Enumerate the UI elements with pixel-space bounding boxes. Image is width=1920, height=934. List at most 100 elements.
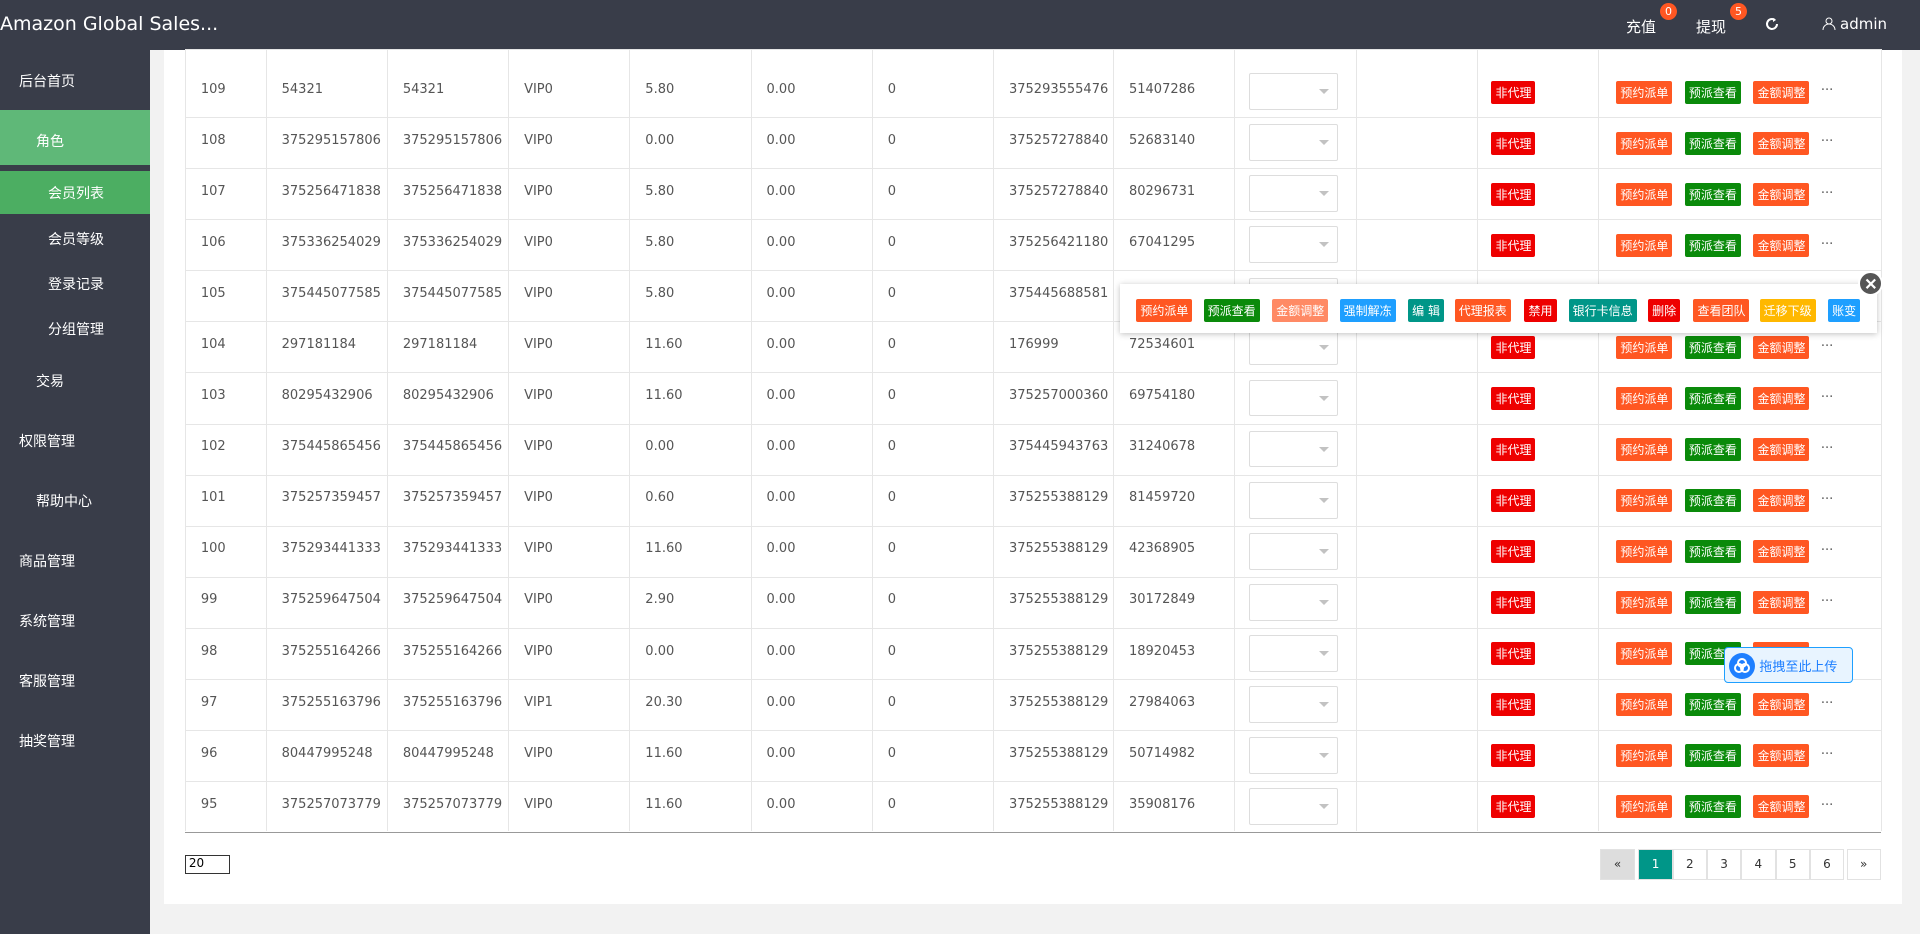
action-button[interactable]: 预约派单: [1616, 693, 1673, 717]
upload-widget[interactable]: 拖拽至此上传: [1724, 646, 1853, 684]
more[interactable]: ...: [1820, 385, 1834, 401]
menu-item[interactable]: 后台首页: [19, 73, 75, 90]
action-button[interactable]: 预派查看: [1684, 387, 1741, 410]
menu-item[interactable]: 角色: [36, 133, 64, 150]
action-button[interactable]: 预约派单: [1616, 489, 1673, 513]
menu-item[interactable]: 抽奖管理: [19, 733, 75, 750]
action-button[interactable]: 金额调整: [1753, 744, 1810, 768]
more[interactable]: ...: [1820, 590, 1834, 606]
action-button[interactable]: 预约派单: [1616, 642, 1673, 666]
action-button[interactable]: 预派查看: [1684, 540, 1741, 564]
more[interactable]: ...: [1820, 232, 1834, 248]
action-button[interactable]: 金额调整: [1753, 387, 1810, 410]
popup-button[interactable]: 迁移下级: [1759, 298, 1816, 322]
page-link[interactable]: 6: [1809, 848, 1845, 881]
page-link[interactable]: 4: [1741, 848, 1776, 881]
action-button[interactable]: 预派查看: [1684, 80, 1741, 104]
action-button[interactable]: 预派查看: [1684, 182, 1741, 206]
table-cell: 96: [200, 745, 218, 761]
table-cell: 80296731: [1128, 183, 1196, 199]
action-button[interactable]: 预派查看: [1684, 131, 1741, 155]
more[interactable]: ...: [1820, 181, 1834, 197]
page-link[interactable]: »: [1846, 848, 1881, 881]
action-button[interactable]: 金额调整: [1753, 233, 1810, 257]
more[interactable]: ...: [1820, 538, 1834, 554]
menu-item[interactable]: 系统管理: [19, 613, 75, 630]
more[interactable]: ...: [1820, 794, 1834, 810]
action-button[interactable]: 预派查看: [1684, 693, 1741, 717]
popup-button[interactable]: 编 辑: [1408, 298, 1444, 322]
page-link[interactable]: «: [1600, 848, 1635, 881]
popup-button[interactable]: 查看团队: [1693, 298, 1750, 322]
refresh-icon[interactable]: [1764, 16, 1780, 32]
action-button[interactable]: 金额调整: [1753, 182, 1810, 206]
recharge[interactable]: 充值: [1626, 18, 1657, 36]
menu-item[interactable]: 客服管理: [19, 673, 75, 690]
popup-button[interactable]: 代理报表: [1454, 298, 1511, 322]
action-button[interactable]: 预约派单: [1616, 438, 1673, 462]
tag: 非代理: [1491, 182, 1536, 206]
action-button[interactable]: 预约派单: [1616, 80, 1673, 104]
more[interactable]: ...: [1820, 692, 1834, 708]
close-button[interactable]: [1857, 270, 1884, 297]
menu-item[interactable]: 商品管理: [19, 553, 75, 570]
menu-item[interactable]: 登录记录: [48, 276, 104, 293]
username[interactable]: admin: [1840, 15, 1887, 33]
more[interactable]: ...: [1820, 436, 1834, 452]
action-button[interactable]: 预派查看: [1684, 795, 1741, 819]
menu-item[interactable]: 会员等级: [48, 231, 104, 248]
action-button[interactable]: 预约派单: [1616, 744, 1673, 768]
select-box[interactable]: [1248, 175, 1339, 213]
action-button[interactable]: 预约派单: [1616, 182, 1673, 206]
popup-button[interactable]: 删除: [1648, 298, 1681, 322]
page-link[interactable]: 5: [1775, 848, 1810, 881]
withdraw[interactable]: 提现: [1696, 18, 1727, 36]
table-cell: 5.80: [645, 235, 675, 251]
more[interactable]: ...: [1820, 334, 1834, 350]
action-button[interactable]: 预约派单: [1616, 335, 1673, 359]
action-button[interactable]: 预派查看: [1684, 591, 1741, 615]
action-button[interactable]: 预约派单: [1616, 795, 1673, 819]
page-link[interactable]: 3: [1706, 848, 1742, 881]
action-button[interactable]: 金额调整: [1753, 795, 1810, 819]
action-button[interactable]: 预约派单: [1616, 591, 1673, 615]
action-button[interactable]: 预约派单: [1616, 540, 1673, 564]
action-button[interactable]: 预约派单: [1616, 387, 1673, 410]
page-size[interactable]: 20: [184, 854, 231, 875]
action-button[interactable]: 金额调整: [1753, 489, 1810, 513]
page-link[interactable]: 1: [1638, 848, 1673, 881]
more[interactable]: ...: [1820, 79, 1834, 95]
table-cell: 176999: [1008, 337, 1059, 353]
action-button[interactable]: 预派查看: [1684, 233, 1741, 257]
menu-item[interactable]: 帮助中心: [36, 493, 92, 510]
action-button[interactable]: 预派查看: [1684, 489, 1741, 513]
action-button[interactable]: 金额调整: [1753, 335, 1810, 359]
action-button[interactable]: 金额调整: [1753, 438, 1810, 462]
action-button[interactable]: 预约派单: [1616, 131, 1673, 155]
action-button[interactable]: 预派查看: [1684, 438, 1741, 462]
popup-button[interactable]: 银行卡信息: [1568, 298, 1637, 322]
popup-button[interactable]: 预约派单: [1136, 298, 1193, 322]
action-button[interactable]: 金额调整: [1753, 591, 1810, 615]
action-button[interactable]: 金额调整: [1753, 80, 1810, 104]
action-button[interactable]: 预派查看: [1684, 744, 1741, 768]
more[interactable]: ...: [1820, 487, 1834, 503]
popup-button[interactable]: 强制解冻: [1339, 298, 1396, 322]
more[interactable]: ...: [1820, 130, 1834, 146]
action-button[interactable]: 金额调整: [1753, 540, 1810, 564]
popup-button[interactable]: 账变: [1828, 298, 1861, 322]
popup-button[interactable]: 禁用: [1524, 298, 1557, 322]
menu-item[interactable]: 权限管理: [19, 433, 75, 450]
more[interactable]: ...: [1820, 743, 1834, 759]
popup-button[interactable]: 预派查看: [1203, 298, 1260, 322]
menu-item[interactable]: 分组管理: [48, 322, 104, 339]
action-button[interactable]: 预派查看: [1684, 335, 1741, 359]
action-button[interactable]: 预约派单: [1616, 233, 1673, 257]
popup-button[interactable]: 金额调整: [1272, 298, 1329, 322]
action-button[interactable]: 金额调整: [1753, 693, 1810, 717]
menu-item[interactable]: 会员列表: [48, 186, 104, 203]
row-border: [184, 474, 1881, 476]
menu-item[interactable]: 交易: [36, 373, 64, 390]
action-button[interactable]: 金额调整: [1753, 131, 1810, 155]
page-link[interactable]: 2: [1672, 848, 1707, 881]
